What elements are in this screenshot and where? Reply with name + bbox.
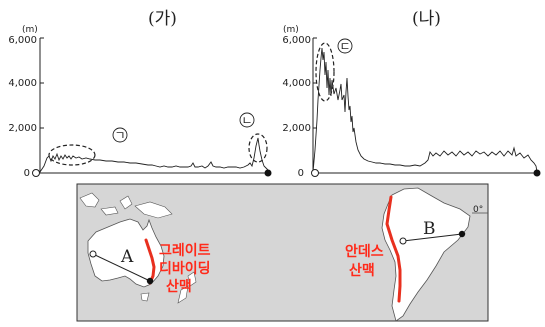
panel-b-ytick-4000: 4,000: [282, 78, 311, 89]
transect-a-line: [92, 253, 151, 282]
panel-a-ytick-6000: 6,000: [8, 35, 37, 46]
panel-b-marker-1-circle: [337, 38, 353, 54]
panel-a-elevation-profile: [39, 137, 269, 173]
panel-a-title: (가): [148, 9, 177, 29]
map-south-america: [381, 187, 471, 321]
panel-b-ytick-2000: 2,000: [282, 123, 311, 134]
panel-b-end-point: [533, 169, 541, 177]
andes-label-line2: 산맥: [349, 262, 375, 279]
transect-b-line: [402, 233, 463, 242]
panel-a-unit: (m): [22, 25, 38, 35]
panel-a-marker-1: ㄱ: [114, 129, 125, 143]
panel-a-marker-2: ㄴ: [241, 114, 252, 128]
panel-a-marker-1-circle: [112, 127, 128, 143]
panel-b-region-1: [315, 42, 335, 102]
map-island: [79, 192, 100, 208]
panel-a-region-1: [48, 144, 96, 166]
transect-a-start: [89, 250, 97, 258]
map-new-zealand: [187, 271, 197, 287]
map-new-zealand: [177, 285, 189, 304]
map-island: [119, 195, 133, 210]
map-tasmania: [140, 292, 150, 302]
panel-a-start-point: [32, 169, 40, 177]
equator-label: 0°: [473, 205, 483, 215]
point-a-label: A: [120, 247, 134, 267]
panel-b-ytick-0: 0: [298, 168, 304, 179]
point-b-label: B: [423, 219, 436, 239]
great-dividing-label-line3: 산맥: [166, 278, 192, 295]
panel-b-ytick-6000: 6,000: [282, 35, 311, 46]
transect-b-end: [458, 230, 466, 238]
andes-label-line1: 안데스: [345, 243, 384, 260]
transect-b-start: [399, 237, 407, 245]
andes-range-line: [385, 195, 402, 303]
panel-b-marker-1: ㄷ: [339, 40, 350, 54]
great-dividing-range-line: [144, 238, 156, 285]
map-australia: [87, 218, 165, 288]
panel-a-region-2: [248, 133, 268, 163]
profile-panel-a: (가) (m) 6,000 4,000 2,000 0 ㄱ ㄴ: [8, 9, 272, 179]
panel-a-marker-2-circle: [239, 112, 255, 128]
transect-a-end: [146, 277, 154, 285]
panel-b-title: (나): [412, 9, 441, 29]
world-map: 0° A B 그레이트 디바이딩 산맥 안데스 산맥: [76, 183, 489, 322]
panel-a-end-point: [264, 169, 272, 177]
great-dividing-label-line2: 디바이딩: [159, 260, 211, 277]
panel-b-start-point: [311, 169, 319, 177]
great-dividing-label-line1: 그레이트: [159, 242, 211, 259]
panel-b-elevation-profile: [312, 47, 538, 173]
map-new-guinea: [134, 201, 173, 219]
panel-a-ytick-4000: 4,000: [8, 78, 37, 89]
panel-b-unit: (m): [283, 25, 299, 35]
panel-a-ytick-2000: 2,000: [8, 123, 37, 134]
profile-panel-b: (나) (m) 6,000 4,000 2,000 0 ㄷ: [282, 9, 541, 179]
map-island: [100, 206, 119, 216]
panel-a-ytick-0: 0: [24, 168, 30, 179]
